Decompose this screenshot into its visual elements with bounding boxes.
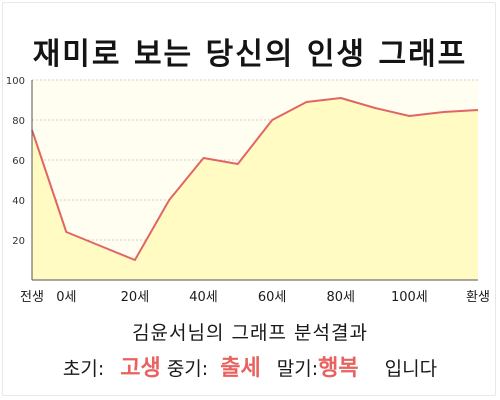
axes	[31, 80, 478, 281]
life-graph-chart: 20 40 60 80 100 전생 0세 20세 40세 60세 80세 100세 환생	[6, 76, 490, 305]
y-tick-label: 60	[12, 156, 25, 167]
late-value: 행복	[318, 356, 359, 381]
analysis-subtitle: 김윤서님의 그래프 분석결과	[132, 322, 368, 344]
x-tick-label: 환생	[466, 290, 490, 305]
x-tick-label: 60세	[258, 290, 287, 305]
y-tick-label: 100	[6, 76, 25, 87]
summary-ending: 입니다	[384, 358, 438, 380]
analysis-summary: 초기: 고생 중기: 출세 말기:행복 입니다	[0, 350, 500, 382]
y-tick-label: 40	[12, 196, 25, 207]
x-tick-label: 0세	[56, 290, 76, 305]
life-area-fill	[32, 98, 478, 280]
y-tick-labels: 20 40 60 80 100	[6, 76, 25, 247]
y-tick-label: 80	[12, 116, 25, 127]
early-label: 초기:	[62, 358, 105, 380]
life-series-line	[31, 97, 479, 261]
x-tick-label: 전생	[20, 290, 44, 305]
page-title: 재미로 보는 당신의 인생 그래프	[32, 37, 468, 72]
x-tick-labels: 전생 0세 20세 40세 60세 80세 100세 환생	[20, 290, 490, 305]
x-tick-label: 100세	[391, 290, 428, 305]
x-tick-label: 80세	[327, 290, 356, 305]
late-label: 말기:	[276, 358, 319, 380]
mid-label: 중기:	[166, 358, 209, 380]
x-tick-label: 40세	[189, 290, 218, 305]
x-tick-label: 20세	[121, 290, 150, 305]
early-value: 고생	[120, 356, 161, 381]
y-tick-label: 20	[12, 236, 25, 247]
mid-value: 출세	[220, 356, 261, 381]
